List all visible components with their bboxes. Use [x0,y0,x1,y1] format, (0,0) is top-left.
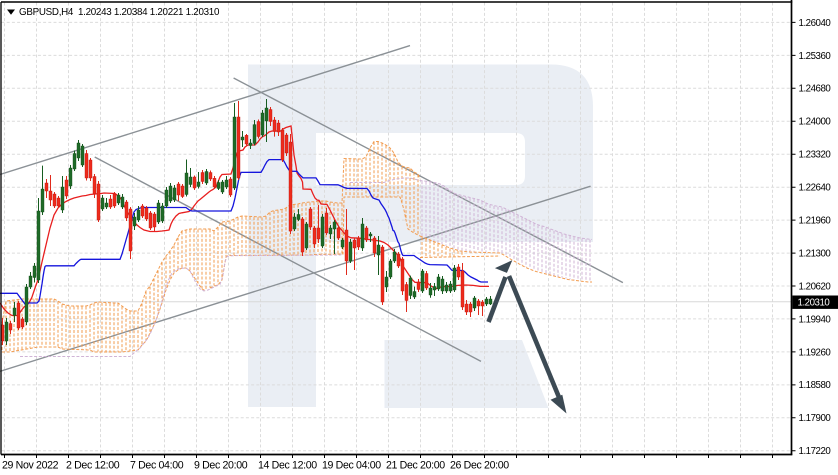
svg-text:19 Dec 04:00: 19 Dec 04:00 [322,459,381,471]
svg-text:9 Dec 20:00: 9 Dec 20:00 [194,459,248,471]
svg-text:1.20310: 1.20310 [798,298,831,309]
svg-text:1.21960: 1.21960 [799,216,832,227]
svg-text:1.17220: 1.17220 [799,446,832,457]
svg-text:21 Dec 20:00: 21 Dec 20:00 [386,459,445,471]
svg-text:2 Dec 12:00: 2 Dec 12:00 [66,459,120,471]
svg-text:29 Nov 2022: 29 Nov 2022 [2,459,59,471]
svg-text:1.24000: 1.24000 [799,117,832,128]
svg-text:1.21300: 1.21300 [799,249,832,260]
svg-text:1.17900: 1.17900 [799,413,832,424]
svg-text:1.19260: 1.19260 [799,347,832,358]
svg-text:1.22640: 1.22640 [799,183,832,194]
svg-text:1.25360: 1.25360 [799,51,832,62]
svg-text:26 Dec 20:00: 26 Dec 20:00 [450,459,509,471]
svg-text:1.18580: 1.18580 [799,380,832,391]
svg-text:14 Dec 12:00: 14 Dec 12:00 [258,459,317,471]
svg-text:GBPUSD,H4 1.20243 1.20384 1.2: GBPUSD,H4 1.20243 1.20384 1.20221 1.2031… [19,7,220,18]
svg-text:7 Dec 04:00: 7 Dec 04:00 [130,459,184,471]
svg-text:1.24680: 1.24680 [799,84,832,95]
svg-text:1.23320: 1.23320 [799,150,832,161]
svg-text:1.19940: 1.19940 [799,314,832,325]
svg-text:1.20620: 1.20620 [799,281,832,292]
svg-text:1.26040: 1.26040 [799,18,832,29]
